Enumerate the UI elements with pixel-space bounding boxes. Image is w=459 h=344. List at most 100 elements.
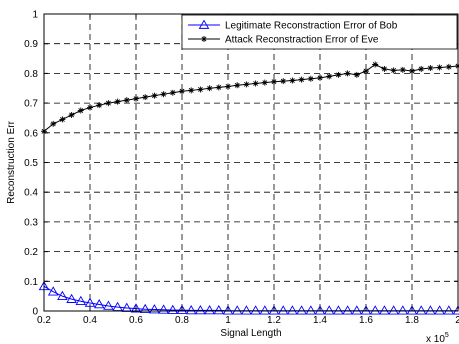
data-point [243, 81, 250, 88]
y-tick-label: 1 [32, 10, 38, 21]
axis-ticks: 0.2 0.4 0.6 0.8 1 1.2 1.4 1.6 1.8 2 0 0.1 0.2 0.3 0.4 0… [24, 10, 459, 327]
data-point [47, 286, 59, 296]
data-point [179, 88, 185, 95]
data-point [268, 305, 280, 315]
y-tick-label: 0.8 [24, 69, 38, 80]
data-point [277, 305, 289, 315]
data-point [195, 304, 206, 315]
data-point [57, 290, 68, 300]
y-tick-label: 0.4 [24, 188, 38, 199]
x-tick-label: 1.8 [405, 315, 419, 326]
data-point [261, 79, 268, 86]
data-point [409, 68, 415, 75]
data-point [206, 85, 213, 92]
series-1 [41, 61, 459, 135]
y-tick-label: 0.9 [24, 39, 38, 50]
data-point [59, 116, 66, 123]
x-tick-label: 0.4 [83, 315, 97, 326]
data-point [188, 87, 195, 94]
data-point [105, 100, 112, 107]
x-tick-label: 1.6 [359, 315, 373, 326]
data-point [213, 304, 225, 315]
data-point [93, 299, 105, 309]
data-point [215, 84, 222, 91]
data-point [427, 65, 434, 72]
x-tick-label: 1.4 [313, 315, 327, 326]
data-point [271, 78, 277, 85]
data-point [75, 295, 87, 306]
data-point [103, 300, 114, 310]
data-point [452, 305, 459, 315]
data-point [418, 65, 425, 72]
legend-box [181, 14, 458, 50]
data-point [231, 305, 243, 315]
data-point [169, 89, 176, 96]
y-tick-label: 0.2 [24, 247, 38, 258]
series-0 [38, 280, 459, 315]
data-point [241, 305, 252, 315]
x-axis-multiplier-exponent: 5 [445, 332, 449, 339]
data-point [114, 98, 121, 105]
data-point [326, 73, 333, 80]
data-point [307, 75, 314, 82]
y-tick-label: 0.3 [24, 217, 38, 228]
x-tick-label: 1.2 [267, 315, 281, 326]
data-point [351, 305, 363, 315]
data-point [360, 305, 372, 315]
data-point [197, 86, 204, 93]
y-tick-label: 0 [32, 307, 38, 318]
data-point [381, 65, 388, 72]
data-point [379, 305, 390, 315]
data-point [160, 91, 167, 98]
data-point [335, 71, 342, 78]
x-axis-multiplier: x 105 [426, 332, 449, 344]
data-point [289, 77, 296, 84]
series-line [43, 285, 458, 312]
data-point [158, 304, 169, 314]
data-point [296, 305, 307, 315]
data-point [353, 71, 360, 78]
y-axis-label: Reconstruction Err [6, 120, 17, 203]
data-point [305, 305, 317, 315]
data-point [363, 68, 369, 75]
data-point [388, 305, 399, 315]
x-tick-label: 0.6 [129, 315, 143, 326]
y-tick-label: 0.7 [24, 99, 38, 110]
data-point [96, 102, 103, 109]
data-point [425, 305, 436, 315]
data-point [344, 70, 351, 77]
data-point [323, 305, 335, 315]
legend-label: Legitimate Reconstraction Error of Bob [225, 21, 398, 32]
data-point [234, 82, 241, 89]
data-point [77, 107, 84, 114]
data-point [142, 94, 149, 101]
data-point [139, 303, 151, 314]
data-point [399, 66, 406, 73]
data-point [406, 305, 418, 315]
data-point [434, 305, 445, 315]
data-point [397, 305, 409, 315]
series-line [43, 63, 459, 132]
grid-lines [44, 14, 458, 311]
data-point [87, 104, 93, 111]
y-tick-label: 0.5 [24, 158, 38, 169]
data-point [369, 305, 381, 315]
legend-label: Attack Reconstraction Error of Eve [225, 35, 379, 46]
data-point [222, 305, 234, 315]
x-tick-label: 0.2 [37, 315, 51, 326]
data-point [333, 305, 344, 315]
data-point [204, 304, 215, 315]
x-axis-label: Signal Length [220, 328, 281, 339]
data-point [225, 83, 231, 90]
data-point [280, 78, 287, 85]
data-point [151, 92, 158, 99]
legend: Legitimate Reconstraction Error of Bob At… [181, 14, 458, 50]
data-point [176, 304, 188, 314]
data-point [445, 63, 452, 70]
legend-entry: Legitimate Reconstraction Error of Bob [188, 19, 398, 32]
data-point [84, 297, 96, 307]
data-point [66, 293, 77, 303]
data-point [185, 304, 197, 315]
data-point [342, 305, 353, 315]
